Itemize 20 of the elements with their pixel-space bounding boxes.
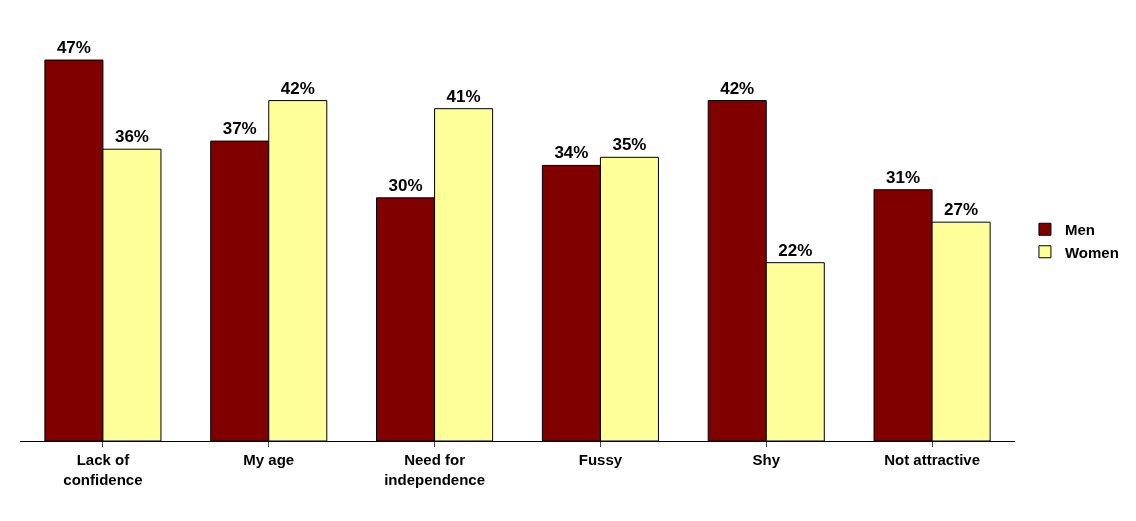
legend-label: Women [1064, 243, 1119, 261]
data-label: 35% [612, 135, 647, 155]
data-label: 47% [56, 38, 91, 58]
data-label: 34% [554, 143, 589, 163]
data-label: 42% [720, 78, 755, 98]
legend-label: Men [1064, 221, 1095, 239]
x-tick-label: Not attractive [884, 451, 981, 468]
data-label: 36% [114, 127, 149, 147]
data-label: 31% [886, 167, 921, 187]
data-label: 37% [222, 119, 257, 139]
data-label: 42% [280, 78, 315, 98]
data-label: 22% [778, 240, 813, 260]
data-label: 30% [388, 175, 423, 195]
x-tick-label: My age [243, 451, 295, 468]
data-label: 27% [944, 200, 979, 220]
data-label: 41% [446, 86, 481, 106]
x-tick-label: Need for independence [384, 451, 486, 488]
x-tick-label: Lack of confidence [63, 451, 143, 488]
x-tick-label: Fussy [578, 451, 623, 468]
x-tick-label: Shy [752, 451, 781, 468]
